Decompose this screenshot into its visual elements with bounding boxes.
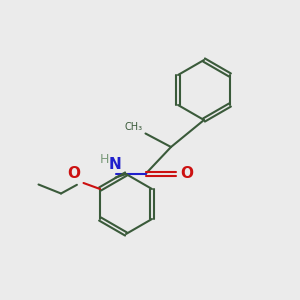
Text: CH₃: CH₃ — [125, 122, 143, 132]
Text: O: O — [180, 167, 193, 182]
Text: O: O — [68, 167, 80, 182]
Text: H: H — [99, 153, 109, 166]
Text: N: N — [109, 157, 122, 172]
